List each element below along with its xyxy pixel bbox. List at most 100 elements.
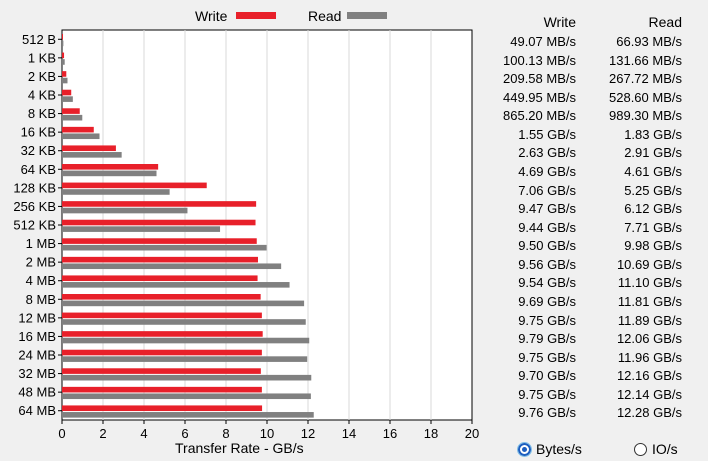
read-value: 1.83 GB/s — [624, 126, 682, 142]
legend-write-swatch — [236, 12, 276, 19]
size-label: 512 B — [22, 32, 56, 47]
io-per-second-option[interactable]: IO/s — [634, 439, 678, 459]
read-bar — [62, 40, 64, 47]
x-tick-label: 6 — [181, 426, 188, 440]
read-bar — [62, 244, 267, 251]
read-bar — [62, 170, 157, 177]
write-value: 4.69 GB/s — [518, 164, 576, 179]
size-label: 4 MB — [26, 273, 56, 288]
size-label: 1 MB — [26, 236, 56, 251]
write-value: 865.20 MB/s — [503, 108, 576, 124]
unit-selector: Bytes/s IO/s — [516, 436, 708, 460]
size-label: 2 MB — [26, 255, 56, 270]
read-value: 267.72 MB/s — [609, 71, 682, 87]
size-label: 512 KB — [13, 218, 56, 233]
bytes-per-second-option[interactable]: Bytes/s — [517, 439, 582, 459]
write-value: 9.75 GB/s — [518, 312, 576, 328]
write-bar — [62, 294, 261, 300]
write-bar — [62, 386, 262, 393]
write-value: 209.58 MB/s — [503, 71, 576, 87]
read-column-header: Read — [648, 14, 682, 30]
x-axis-label: Transfer Rate - GB/s — [175, 440, 304, 456]
write-bar — [62, 126, 94, 133]
x-tick-label: 18 — [424, 426, 438, 440]
legend-write-label: Write — [195, 8, 228, 24]
bytes-radio-label: Bytes/s — [536, 441, 582, 457]
write-value: 449.95 MB/s — [503, 89, 576, 105]
read-value: 11.89 GB/s — [617, 312, 682, 328]
size-label: 1 KB — [28, 50, 56, 65]
read-bar — [62, 133, 100, 140]
size-label: 8 MB — [26, 292, 56, 307]
x-tick-label: 0 — [58, 426, 65, 440]
read-value: 7.71 GB/s — [624, 219, 682, 235]
size-label: 64 KB — [21, 162, 56, 177]
legend-read-label: Read — [308, 8, 342, 24]
write-bar — [62, 219, 256, 226]
read-value: 11.10 GB/s — [617, 275, 682, 291]
read-bar — [62, 96, 73, 102]
read-bar — [62, 207, 188, 214]
x-tick-label: 14 — [342, 426, 356, 440]
size-label: 256 KB — [13, 199, 56, 214]
read-value: 528.60 MB/s — [609, 89, 682, 105]
write-value: 1.55 GB/s — [518, 126, 576, 142]
write-value: 100.13 MB/s — [503, 52, 576, 68]
read-bar — [62, 152, 122, 158]
read-value: 12.14 GB/s — [616, 386, 682, 402]
size-label: 12 MB — [18, 310, 56, 325]
write-value: 9.79 GB/s — [518, 331, 576, 347]
x-tick-label: 12 — [301, 426, 315, 440]
size-label: 16 MB — [18, 329, 56, 344]
legend-read-swatch — [347, 12, 387, 19]
read-value: 131.66 MB/s — [609, 52, 682, 68]
results-table: Write Read 49.07 MB/s 66.93 MB/s 100.13 MB… — [484, 0, 708, 430]
size-label: 16 KB — [21, 125, 56, 140]
size-label: 2 KB — [28, 69, 56, 84]
write-value: 9.47 GB/s — [518, 201, 576, 217]
read-bar — [62, 263, 282, 270]
size-label: 128 KB — [13, 180, 56, 195]
size-label: 48 MB — [18, 385, 56, 400]
read-value: 11.96 GB/s — [617, 349, 682, 365]
bytes-radio[interactable] — [517, 441, 532, 457]
read-value: 6.12 GB/s — [624, 201, 682, 217]
x-tick-label: 2 — [99, 426, 106, 440]
size-label: 32 KB — [21, 143, 56, 158]
write-bar — [62, 182, 207, 189]
read-value: 4.61 GB/s — [624, 164, 682, 179]
read-value: 12.06 GB/s — [616, 331, 682, 347]
read-bar — [62, 356, 308, 362]
io-radio-label: IO/s — [652, 441, 678, 457]
write-bar — [62, 145, 116, 152]
read-value: 12.16 GB/s — [616, 368, 682, 384]
x-tick-label: 10 — [260, 426, 274, 440]
read-bar — [62, 189, 170, 195]
write-value: 9.75 GB/s — [518, 349, 576, 365]
read-bar — [62, 77, 68, 84]
read-bar — [62, 114, 83, 121]
write-value: 7.06 GB/s — [518, 182, 576, 198]
read-value: 2.91 GB/s — [624, 145, 682, 161]
write-value: 9.69 GB/s — [518, 294, 576, 309]
write-bar — [62, 312, 262, 319]
write-bar — [62, 405, 263, 412]
write-value: 2.63 GB/s — [518, 145, 576, 161]
x-tick-label: 8 — [222, 426, 229, 440]
write-value: 9.50 GB/s — [518, 238, 576, 254]
write-column-header: Write — [543, 14, 576, 30]
write-bar — [62, 349, 262, 356]
read-value: 9.98 GB/s — [624, 238, 682, 254]
write-bar — [62, 52, 65, 59]
size-label: 8 KB — [28, 106, 56, 121]
write-bar — [62, 256, 258, 263]
read-bar — [62, 282, 290, 288]
read-value: 989.30 MB/s — [609, 108, 682, 124]
read-value: 5.25 GB/s — [624, 182, 682, 198]
io-radio[interactable] — [634, 442, 647, 456]
transfer-rate-chart: 0 2 4 6 8 10 12 14 16 18 20 512 B 1 KB 2 KB 4 KB 8 KB 16… — [13, 29, 479, 440]
read-bar — [62, 412, 314, 418]
read-bar — [62, 393, 311, 400]
write-value: 9.70 GB/s — [518, 368, 576, 384]
write-bar — [62, 331, 263, 337]
